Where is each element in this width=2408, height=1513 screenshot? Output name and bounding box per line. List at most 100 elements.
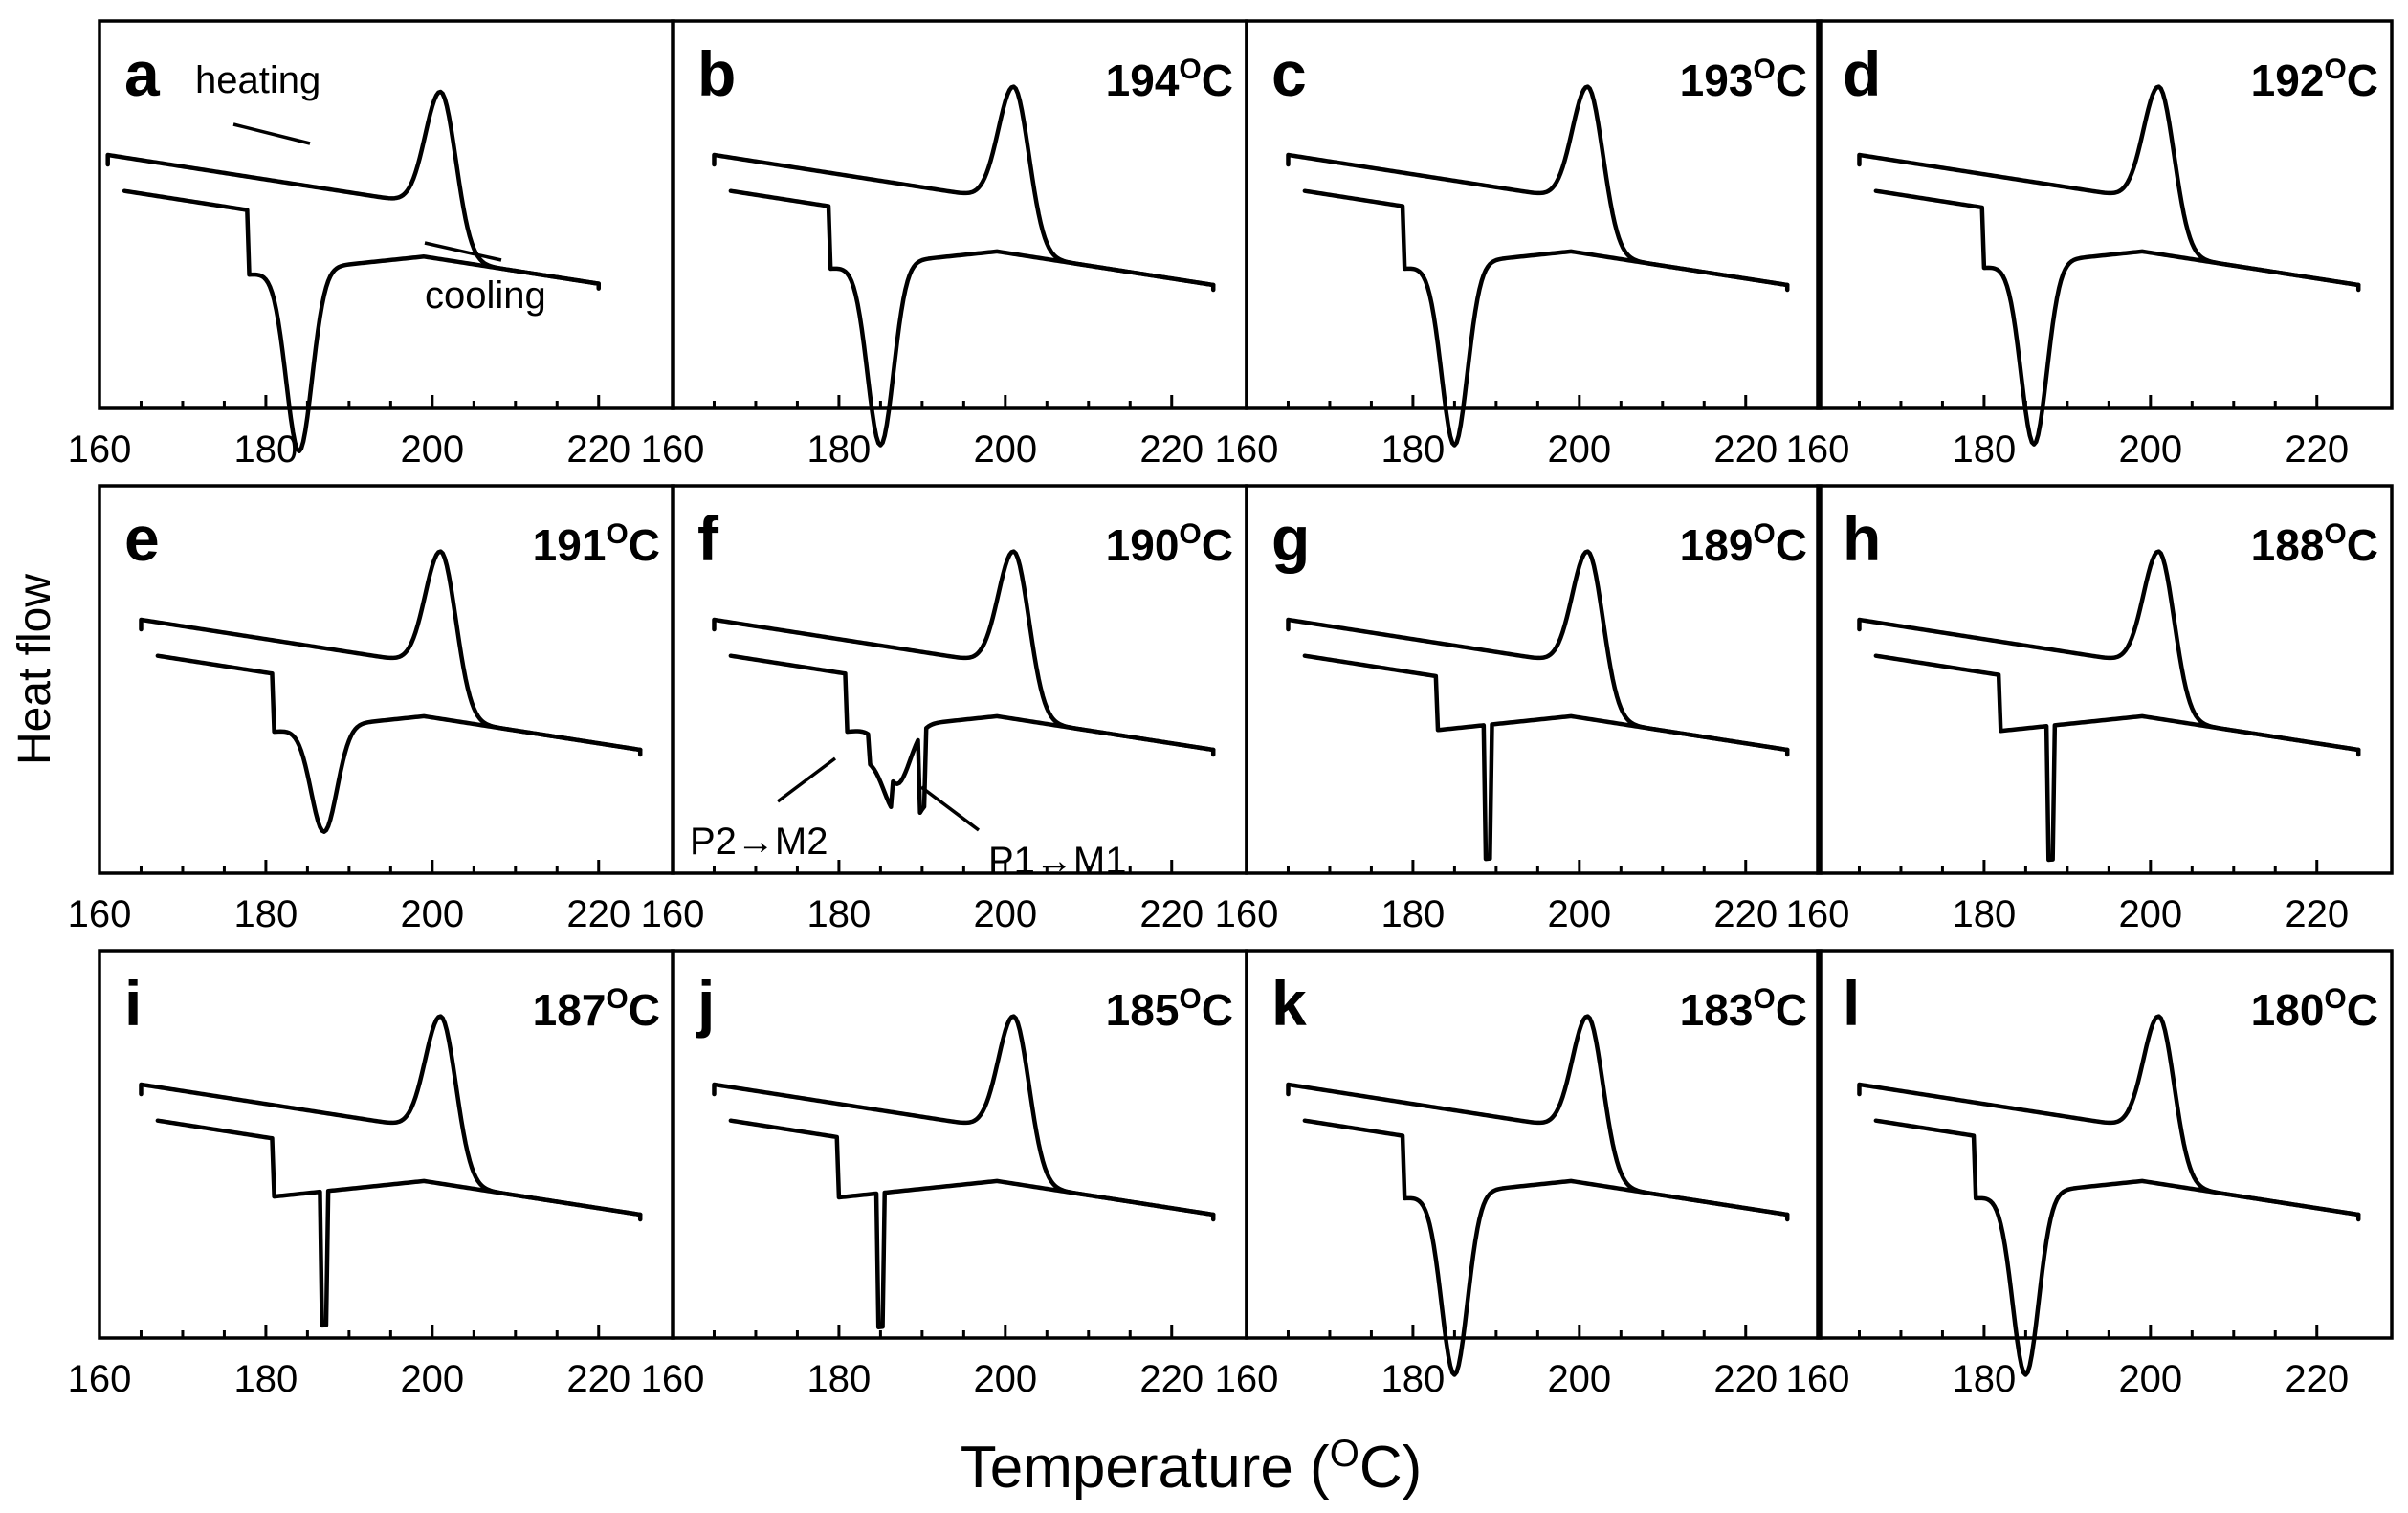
x-tick-label: 200 xyxy=(2118,893,2182,935)
x-tick-label: 160 xyxy=(68,1358,132,1400)
panel-frame xyxy=(1245,949,1823,1340)
panel-h: 160 180 200 220 h 188OC xyxy=(1786,484,2394,935)
x-tick-label: 200 xyxy=(400,893,464,935)
x-tick-label: 200 xyxy=(973,428,1037,471)
x-tick-label: 220 xyxy=(1713,1358,1778,1400)
p1m1-arrow xyxy=(919,785,981,832)
x-tick-label: 200 xyxy=(1547,428,1611,471)
panel-letter: e xyxy=(124,503,160,574)
x-tick-label: 160 xyxy=(1215,428,1279,471)
panel-frame xyxy=(1245,19,1823,410)
x-axis-label-main: Temperature ( xyxy=(961,1435,1330,1501)
x-tick-label: 200 xyxy=(973,893,1037,935)
cooling-curve xyxy=(122,188,601,454)
x-tick-label: 160 xyxy=(68,893,132,935)
x-tick-label: 160 xyxy=(1786,893,1850,935)
panel-letter: l xyxy=(1843,968,1860,1039)
x-tick-label: 220 xyxy=(1139,428,1204,471)
cooling-curve xyxy=(155,1118,643,1328)
x-tick-label: 200 xyxy=(2118,1358,2182,1400)
panel-temperature: 193OC xyxy=(1680,54,1807,105)
cooling-curve xyxy=(728,653,1216,816)
cooling-curve xyxy=(1302,188,1790,448)
x-tick-label: 160 xyxy=(641,1358,705,1400)
x-tick-label: 180 xyxy=(807,893,872,935)
panel-c: 160 180 200 220 c 193OC xyxy=(1215,19,1823,471)
heating-curve xyxy=(105,89,601,286)
panel-letter: k xyxy=(1271,968,1307,1039)
x-tick-label: 220 xyxy=(2285,893,2349,935)
panel-letter: f xyxy=(697,503,719,574)
x-tick-label: 180 xyxy=(1381,428,1446,471)
x-tick-label: 200 xyxy=(400,428,464,471)
panel-temperature: 183OC xyxy=(1680,983,1807,1035)
x-tick-label: 180 xyxy=(234,428,298,471)
panel-frame xyxy=(1816,19,2394,410)
panel-frame xyxy=(1245,484,1823,875)
panel-g: 160 180 200 220 g 189OC xyxy=(1215,484,1823,935)
p1m1-annotation: P1→M1 xyxy=(988,840,1127,882)
x-tick-label: 180 xyxy=(1953,428,2017,471)
x-tick-label: 220 xyxy=(1713,428,1778,471)
x-tick-label: 200 xyxy=(973,1358,1037,1400)
x-tick-label: 160 xyxy=(1215,893,1279,935)
cooling-curve xyxy=(1302,1118,1790,1377)
panel-temperature: 188OC xyxy=(2251,518,2378,570)
heating-arrow xyxy=(232,122,311,145)
panel-letter: c xyxy=(1271,38,1307,109)
panel-temperature: 191OC xyxy=(533,518,660,570)
x-tick-label: 220 xyxy=(2285,428,2349,471)
p2m2-arrow xyxy=(776,756,837,803)
panel-temperature: 187OC xyxy=(533,983,660,1035)
cooling-curve xyxy=(728,188,1216,448)
panel-temperature: 190OC xyxy=(1106,518,1233,570)
x-tick-label: 180 xyxy=(1381,1358,1446,1400)
x-tick-label: 160 xyxy=(641,428,705,471)
x-tick-label: 200 xyxy=(1547,1358,1611,1400)
x-tick-label: 180 xyxy=(1953,893,2017,935)
x-tick-label: 220 xyxy=(1713,893,1778,935)
panel-a: 160 180 200 220 a heating cooling xyxy=(68,19,675,471)
cooling-curve xyxy=(155,653,643,834)
panel-k: 160 180 200 220 k 183OC xyxy=(1215,949,1823,1400)
x-tick-label: 220 xyxy=(1139,893,1204,935)
y-axis-label: Heat flow xyxy=(10,574,60,765)
x-tick-label: 180 xyxy=(807,1358,872,1400)
panel-letter: d xyxy=(1843,38,1881,109)
x-tick-label: 220 xyxy=(566,1358,630,1400)
x-axis-label-tail: C) xyxy=(1359,1435,1422,1501)
panel-temperature: 194OC xyxy=(1106,54,1233,105)
panel-f: 160 180 200 220 f 190OC P2→M2 P1→M1 xyxy=(641,484,1248,935)
x-tick-label: 180 xyxy=(234,1358,298,1400)
x-tick-label: 180 xyxy=(1381,893,1446,935)
panel-temperature: 189OC xyxy=(1680,518,1807,570)
x-tick-label: 200 xyxy=(2118,428,2182,471)
x-tick-label: 180 xyxy=(1953,1358,2017,1400)
x-tick-label: 160 xyxy=(1786,428,1850,471)
panel-temperature: 185OC xyxy=(1106,983,1233,1035)
x-tick-label: 200 xyxy=(400,1358,464,1400)
x-tick-label: 160 xyxy=(68,428,132,471)
panel-l: 160 180 200 220 l 180OC xyxy=(1786,949,2394,1400)
x-axis-label: Temperature (OC) xyxy=(961,1433,1422,1501)
x-axis-label-sup: O xyxy=(1330,1433,1359,1475)
x-tick-label: 220 xyxy=(566,428,630,471)
x-tick-label: 220 xyxy=(566,893,630,935)
panel-letter: b xyxy=(697,38,736,109)
x-tick-label: 200 xyxy=(1547,893,1611,935)
panel-j: 160 180 200 220 j 185OC xyxy=(641,949,1248,1400)
cooling-annotation: cooling xyxy=(425,274,546,317)
panel-frame xyxy=(1816,484,2394,875)
panel-grid: 160 180 200 220 a heating cooling 160 180 200 220 b… xyxy=(68,19,2394,1400)
panel-letter: g xyxy=(1271,503,1310,574)
cooling-curve xyxy=(728,1118,1216,1329)
x-tick-label: 180 xyxy=(807,428,872,471)
panel-letter: h xyxy=(1843,503,1881,574)
x-tick-label: 160 xyxy=(1215,1358,1279,1400)
p2m2-annotation: P2→M2 xyxy=(690,821,828,863)
cooling-curve xyxy=(1873,1118,2361,1377)
panel-letter: a xyxy=(124,38,161,109)
x-tick-label: 160 xyxy=(1786,1358,1850,1400)
x-tick-label: 180 xyxy=(234,893,298,935)
